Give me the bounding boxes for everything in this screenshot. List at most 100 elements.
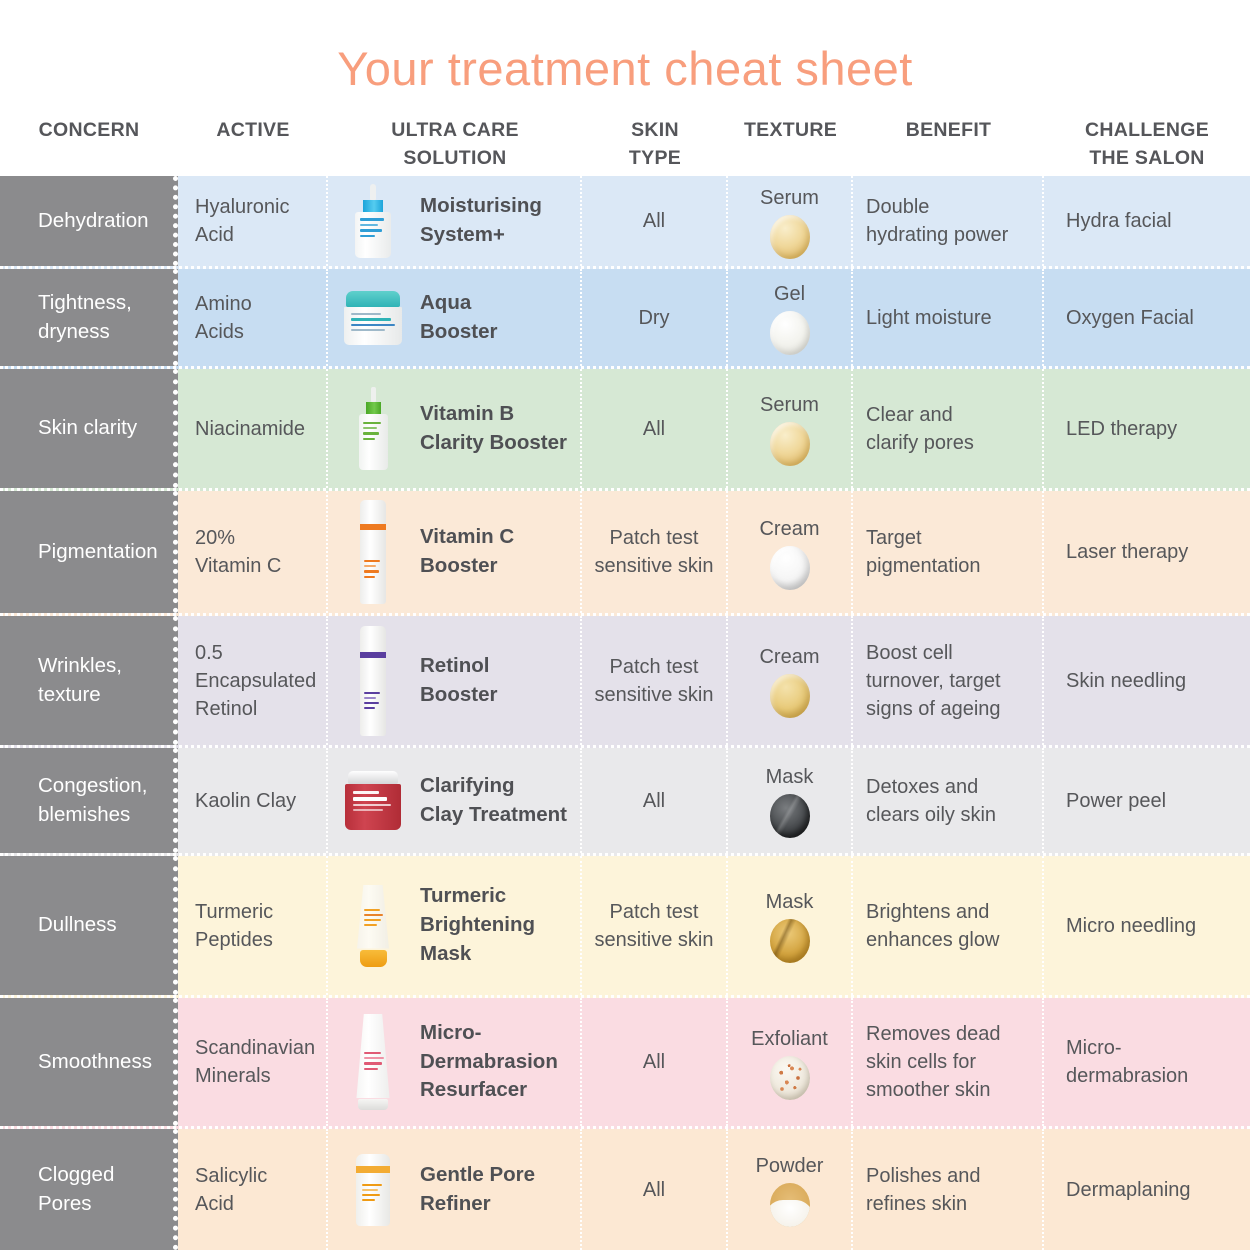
product-part-cap xyxy=(359,949,387,967)
product-part-body xyxy=(355,212,391,258)
product-label-line xyxy=(364,565,376,568)
jar-teal-lid-icon xyxy=(338,290,408,345)
product-label-line xyxy=(360,229,382,232)
benefit-cell: Light moisture xyxy=(853,269,1044,366)
texture-cell: Mask xyxy=(728,856,853,995)
tube-orange-cap-icon xyxy=(338,884,408,967)
product-label-line xyxy=(364,1052,381,1055)
texture-label: Powder xyxy=(755,1155,824,1177)
cylinder-bottle-orange-icon xyxy=(338,500,408,604)
concern-cell: Skin clarity xyxy=(0,369,178,488)
product-label-line xyxy=(362,437,375,440)
benefit-cell: Detoxes and clears oily skin xyxy=(853,748,1044,853)
skin-type-cell: All xyxy=(582,369,728,488)
product-label-line xyxy=(351,329,385,331)
table-row-clogged-pores: Clogged Pores Salicylic Acid Gentle Pore R… xyxy=(0,1129,1250,1250)
product-label-line xyxy=(364,707,375,710)
concern-cell: Clogged Pores xyxy=(0,1129,178,1250)
benefit-cell: Target pigmentation xyxy=(853,491,1044,613)
bottle-yellow-band-icon xyxy=(338,1153,408,1226)
dropper-bottle-blue-icon xyxy=(338,184,408,258)
product-label-line xyxy=(364,1062,382,1065)
skin-type-cell: Patch test sensitive skin xyxy=(582,491,728,613)
active-ingredient-cell: Hyaluronic Acid xyxy=(178,176,328,266)
product-label-line xyxy=(362,1199,375,1202)
product-label-line xyxy=(353,809,383,811)
challenge-the-salon-cell: Micro- dermabrasion xyxy=(1066,1037,1189,1087)
challenge-the-salon-cell: Micro needling xyxy=(1066,914,1197,937)
product-label-line xyxy=(351,312,381,315)
product-name: Clarifying Clay Treatment xyxy=(420,773,567,826)
table-header-row: CONCERN ACTIVE ULTRA CARE SOLUTION SKIN TYP… xyxy=(0,96,1250,176)
texture-label: Cream xyxy=(759,646,820,668)
column-header-concern: CONCERN xyxy=(38,119,140,141)
skin-type-cell: All xyxy=(582,1129,728,1250)
texture-cell: Mask xyxy=(728,748,853,853)
texture-cell: Exfoliant xyxy=(728,998,853,1126)
product-label-line xyxy=(353,797,387,801)
cylinder-bottle-purple-icon xyxy=(338,625,408,736)
product-part-body xyxy=(360,500,386,604)
table-row-smoothness: Smoothness Scandinavian Minerals Micro- De… xyxy=(0,998,1250,1129)
gel-drop-white-icon xyxy=(769,311,810,355)
skin-type-cell: Patch test sensitive skin xyxy=(582,856,728,995)
concern-cell: Tightness, dryness xyxy=(0,269,178,366)
product-label-line xyxy=(362,1193,380,1197)
skin-type-cell: All xyxy=(582,176,728,266)
product-part-body xyxy=(360,625,386,736)
mask-drop-charcoal-icon xyxy=(769,794,810,838)
challenge-the-salon-cell: Skin needling xyxy=(1066,669,1187,692)
product-label-line xyxy=(364,570,379,573)
solution-cell: Micro- Dermabrasion Resurfacer xyxy=(328,998,582,1126)
product-name: Micro- Dermabrasion Resurfacer xyxy=(420,1020,558,1102)
benefit-cell: Removes dead skin cells for smoother ski… xyxy=(853,998,1044,1126)
column-header-challenge-the-salon: CHALLENGE THE SALON xyxy=(1084,119,1210,170)
skin-type-cell: All xyxy=(582,748,728,853)
table-row-wrinkles-texture: Wrinkles, texture 0.5 Encapsulated Retino… xyxy=(0,616,1250,748)
product-name: Turmeric Brightening Mask xyxy=(420,884,536,965)
active-ingredient-cell: Amino Acids xyxy=(178,269,328,366)
solution-cell: Vitamin B Clarity Booster xyxy=(328,369,582,488)
page-title: Your treatment cheat sheet xyxy=(337,42,913,95)
mask-drop-gold-icon xyxy=(769,919,810,963)
active-ingredient-cell: Niacinamide xyxy=(178,369,328,488)
solution-cell: Gentle Pore Refiner xyxy=(328,1129,582,1250)
column-header-ultra-care-solution: ULTRA CARE SOLUTION xyxy=(391,119,519,170)
table-row-dehydration: Dehydration Hyaluronic Acid Moisturising S… xyxy=(0,176,1250,269)
skin-type-cell: Dry xyxy=(582,269,728,366)
serum-drop-gold-icon xyxy=(769,214,810,259)
product-part-body xyxy=(358,414,388,470)
challenge-the-salon-cell: Oxygen Facial xyxy=(1066,306,1194,329)
concern-cell: Congestion, blemishes xyxy=(0,748,178,853)
product-label-line xyxy=(364,701,379,705)
solution-cell: Aqua Booster xyxy=(328,269,582,366)
product-label-line xyxy=(360,218,384,221)
product-label-line xyxy=(351,323,395,326)
product-part-top xyxy=(348,771,398,784)
product-label-line xyxy=(351,317,391,321)
texture-label: Mask xyxy=(765,891,814,913)
column-header-benefit: BENEFIT xyxy=(905,119,992,141)
texture-cell: Cream xyxy=(728,491,853,613)
product-label-line xyxy=(364,913,383,916)
skin-type-cell: Patch test sensitive skin xyxy=(582,616,728,745)
concern-cell: Wrinkles, texture xyxy=(0,616,178,745)
product-label-line xyxy=(362,1188,378,1191)
table-row-congestion-blemishes: Congestion, blemishes Kaolin Clay Clarifyi… xyxy=(0,748,1250,856)
product-label-line xyxy=(353,791,379,794)
benefit-cell: Polishes and refines skin xyxy=(853,1129,1044,1250)
solution-cell: Retinol Booster xyxy=(328,616,582,745)
texture-label: Exfoliant xyxy=(751,1027,828,1050)
texture-cell: Powder xyxy=(728,1129,853,1250)
cream-drop-gold-icon xyxy=(769,674,810,718)
skin-type-cell: All xyxy=(582,998,728,1126)
product-part-mid xyxy=(365,402,381,414)
column-header-active: ACTIVE xyxy=(216,119,290,141)
product-name: Retinol Booster xyxy=(420,653,498,706)
texture-label: Serum xyxy=(760,186,819,209)
serum-drop-gold-icon xyxy=(769,422,810,466)
solution-cell: Moisturising System+ xyxy=(328,176,582,266)
product-part-body xyxy=(356,1014,390,1098)
challenge-the-salon-cell: Hydra facial xyxy=(1066,210,1172,232)
active-ingredient-cell: 0.5 Encapsulated Retinol xyxy=(178,616,328,745)
